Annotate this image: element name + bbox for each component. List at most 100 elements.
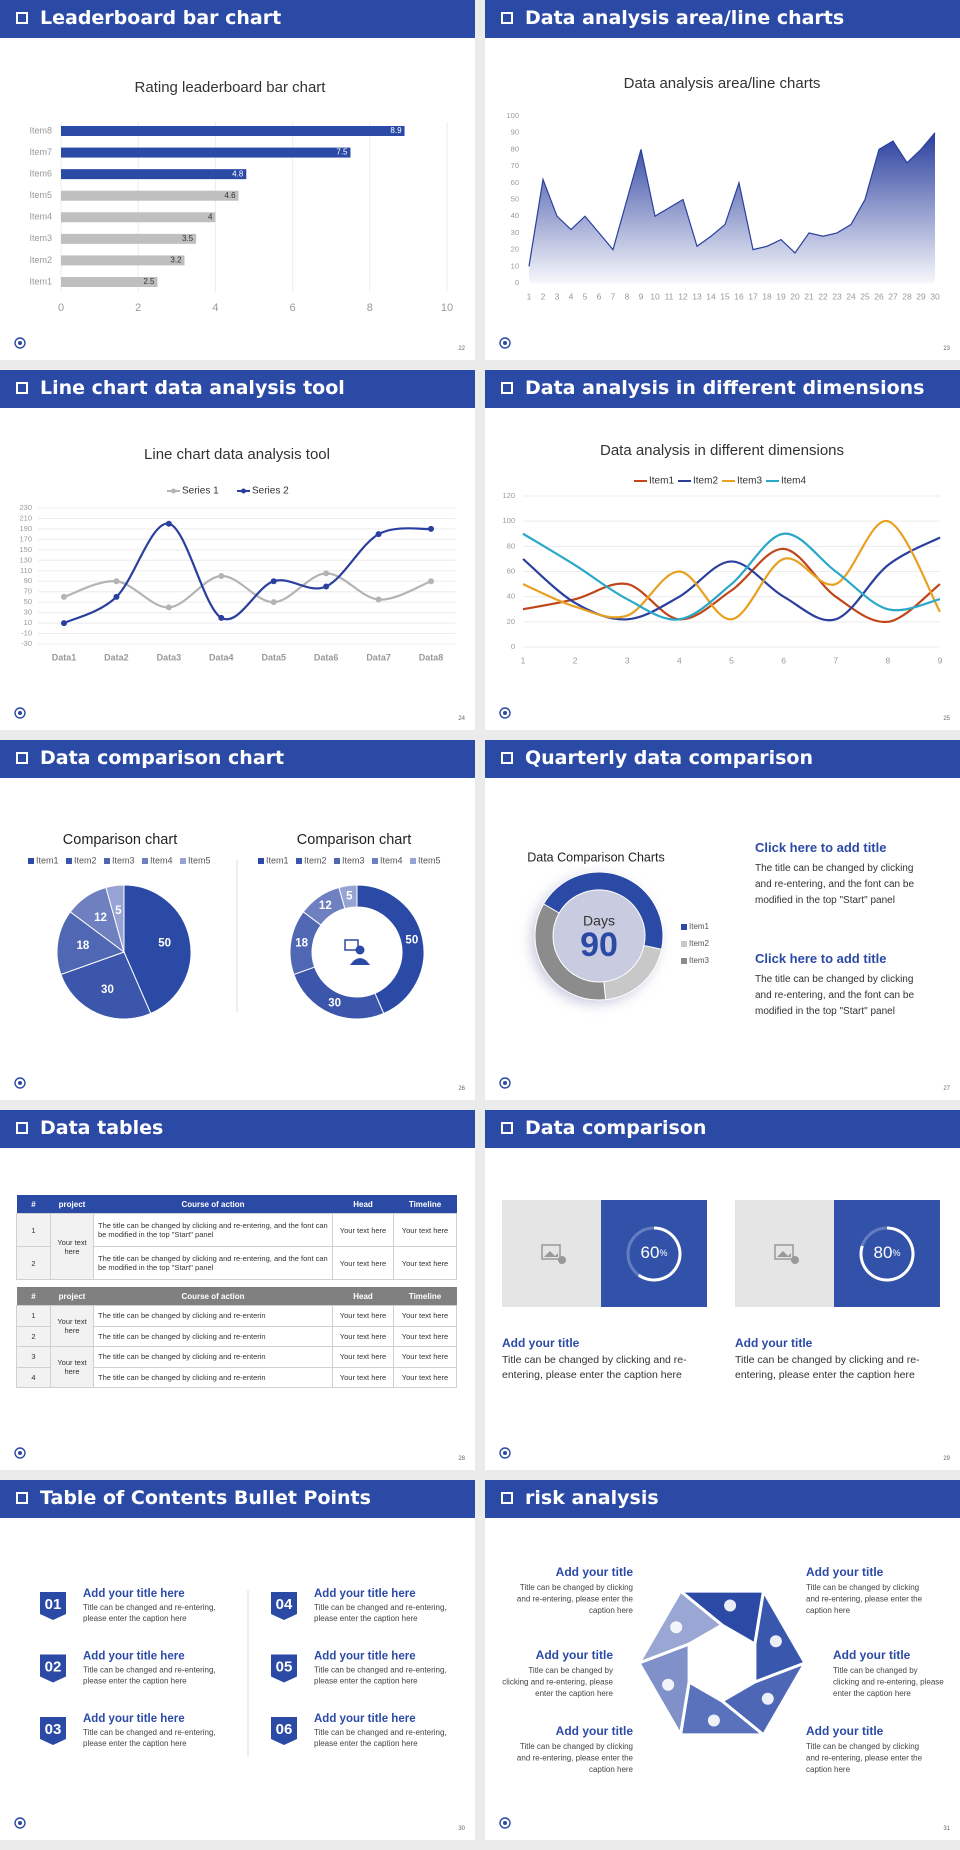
checkbox-icon (501, 12, 513, 24)
x-tick-label: 4 (569, 291, 574, 301)
marker (218, 614, 225, 621)
checkbox-icon (16, 1122, 28, 1134)
slide-canvas: Add your title Title can be changed by cl… (499, 1565, 944, 1829)
marker (428, 578, 434, 585)
legend-swatch (296, 858, 302, 864)
badge-number: 02 (45, 1658, 62, 1675)
y-tick-label: 90 (511, 128, 519, 137)
x-tick-label: 2 (135, 302, 141, 314)
y-tick-label: Item7 (29, 147, 52, 157)
x-tick-label: 24 (846, 291, 856, 301)
checkbox-icon (16, 1492, 28, 1504)
table-row: 1 Your text here The title can be changed … (16, 1213, 457, 1280)
x-tick-label: 4 (677, 655, 682, 665)
data-label: 50 (405, 935, 418, 947)
risk-title: Add your title (806, 1565, 884, 1579)
legend-label: Item2 (74, 855, 97, 865)
x-tick-label: Data7 (366, 652, 391, 662)
y-tick-label: 50 (24, 597, 32, 606)
action-cell: The title can be changed by clicking and… (93, 1246, 333, 1280)
legend-label: Item1 (36, 855, 59, 865)
x-tick-label: 8 (625, 291, 630, 301)
slice (534, 903, 607, 1001)
x-tick-label: 6 (597, 291, 602, 301)
legend-swatch (66, 858, 72, 864)
slide-title: Quarterly data comparison (525, 747, 813, 769)
risk-desc: clicking and re-entering, please (502, 1678, 613, 1687)
header-cell: # (16, 1195, 51, 1214)
legend-label: Item5 (188, 855, 211, 865)
item-title: Add your title here (314, 1713, 416, 1725)
header-cell: Course of action (93, 1195, 333, 1214)
chart-title: Rating leaderboard bar chart (135, 79, 327, 96)
segment-icon (670, 1621, 683, 1634)
bar (61, 147, 351, 158)
ring-unit: % (892, 1248, 900, 1258)
badge-number: 04 (276, 1596, 293, 1613)
marker (375, 596, 382, 603)
slide-canvas: Comparison chart 50 30 18 12 5 Item1 Item2 Item3… (14, 832, 441, 1089)
marker (165, 520, 172, 527)
bar (61, 190, 239, 201)
risk-title: Add your title (556, 1724, 634, 1738)
bar (61, 233, 197, 244)
x-tick-label: 30 (930, 291, 940, 301)
x-tick-label: 25 (860, 291, 870, 301)
slide-canvas: Rating leaderboard bar chart 0 2 4 6 8 10 Item1… (14, 79, 453, 349)
number-cell: 3 (16, 1346, 51, 1368)
y-tick-label: 70 (511, 161, 519, 170)
action-cell: The title can be changed by clicking and… (93, 1325, 333, 1347)
item-desc: Title can be changed and re-entering, (83, 1728, 216, 1737)
legend-swatch (258, 858, 264, 864)
page-number: 30 (458, 1826, 465, 1832)
marker (270, 599, 277, 606)
x-tick-label: 10 (441, 302, 453, 314)
y-tick-label: 90 (24, 576, 32, 585)
bar (61, 212, 216, 223)
slide-canvas: 60% 80% (499, 1200, 940, 1459)
x-tick-label: 16 (734, 291, 744, 301)
y-tick-label: 0 (515, 278, 519, 287)
marker (113, 593, 120, 600)
slide: Data analysis area/line charts 0 10 20 30 40 5… (485, 0, 960, 360)
x-tick-label: 0 (58, 302, 64, 314)
page-number: 22 (458, 346, 465, 352)
y-tick-label: 150 (19, 545, 32, 554)
ring-label: 60% (641, 1243, 668, 1262)
page-number: 25 (943, 716, 950, 722)
item-title: Add your title here (83, 1713, 185, 1725)
segment-icon (724, 1599, 737, 1612)
card-desc: Title can be changed by clicking and re- (502, 1354, 687, 1366)
block-text: and re-entering, and the font can be (755, 879, 915, 890)
logo (499, 1447, 511, 1459)
data-label: 8.9 (390, 126, 402, 135)
head-cell: Your text here (332, 1366, 394, 1388)
item-desc: please enter the caption here (83, 1614, 187, 1623)
number-badge (40, 1717, 66, 1745)
segment-icon (761, 1692, 774, 1705)
x-tick-label: Data4 (209, 652, 234, 662)
marker (270, 578, 277, 585)
slice (56, 911, 126, 976)
legend-swatch (142, 858, 148, 864)
marker (323, 570, 330, 577)
y-tick-label: 30 (511, 228, 519, 237)
action-cell: The title can be changed by clicking and… (93, 1366, 333, 1388)
segment-icon (662, 1678, 675, 1691)
slide-header: Data comparison (485, 1110, 960, 1148)
x-tick-label: 9 (938, 655, 943, 665)
logo-dot (503, 1821, 507, 1825)
project-cell: Your text here (50, 1213, 94, 1280)
slide-title: Data analysis area/line charts (525, 7, 845, 29)
x-tick-label: 23 (832, 291, 842, 301)
data-label: 30 (328, 997, 341, 1009)
logo (14, 337, 26, 349)
image-icon-plus (558, 1256, 566, 1264)
number-badge (271, 1654, 297, 1683)
icon-frame (344, 939, 359, 951)
item-title: Add your title here (83, 1588, 185, 1600)
number-badge (40, 1654, 66, 1683)
slide: Add your title Title can be changed by cl… (485, 1480, 960, 1840)
segment-icon (769, 1635, 782, 1648)
x-tick-label: 8 (367, 302, 373, 314)
